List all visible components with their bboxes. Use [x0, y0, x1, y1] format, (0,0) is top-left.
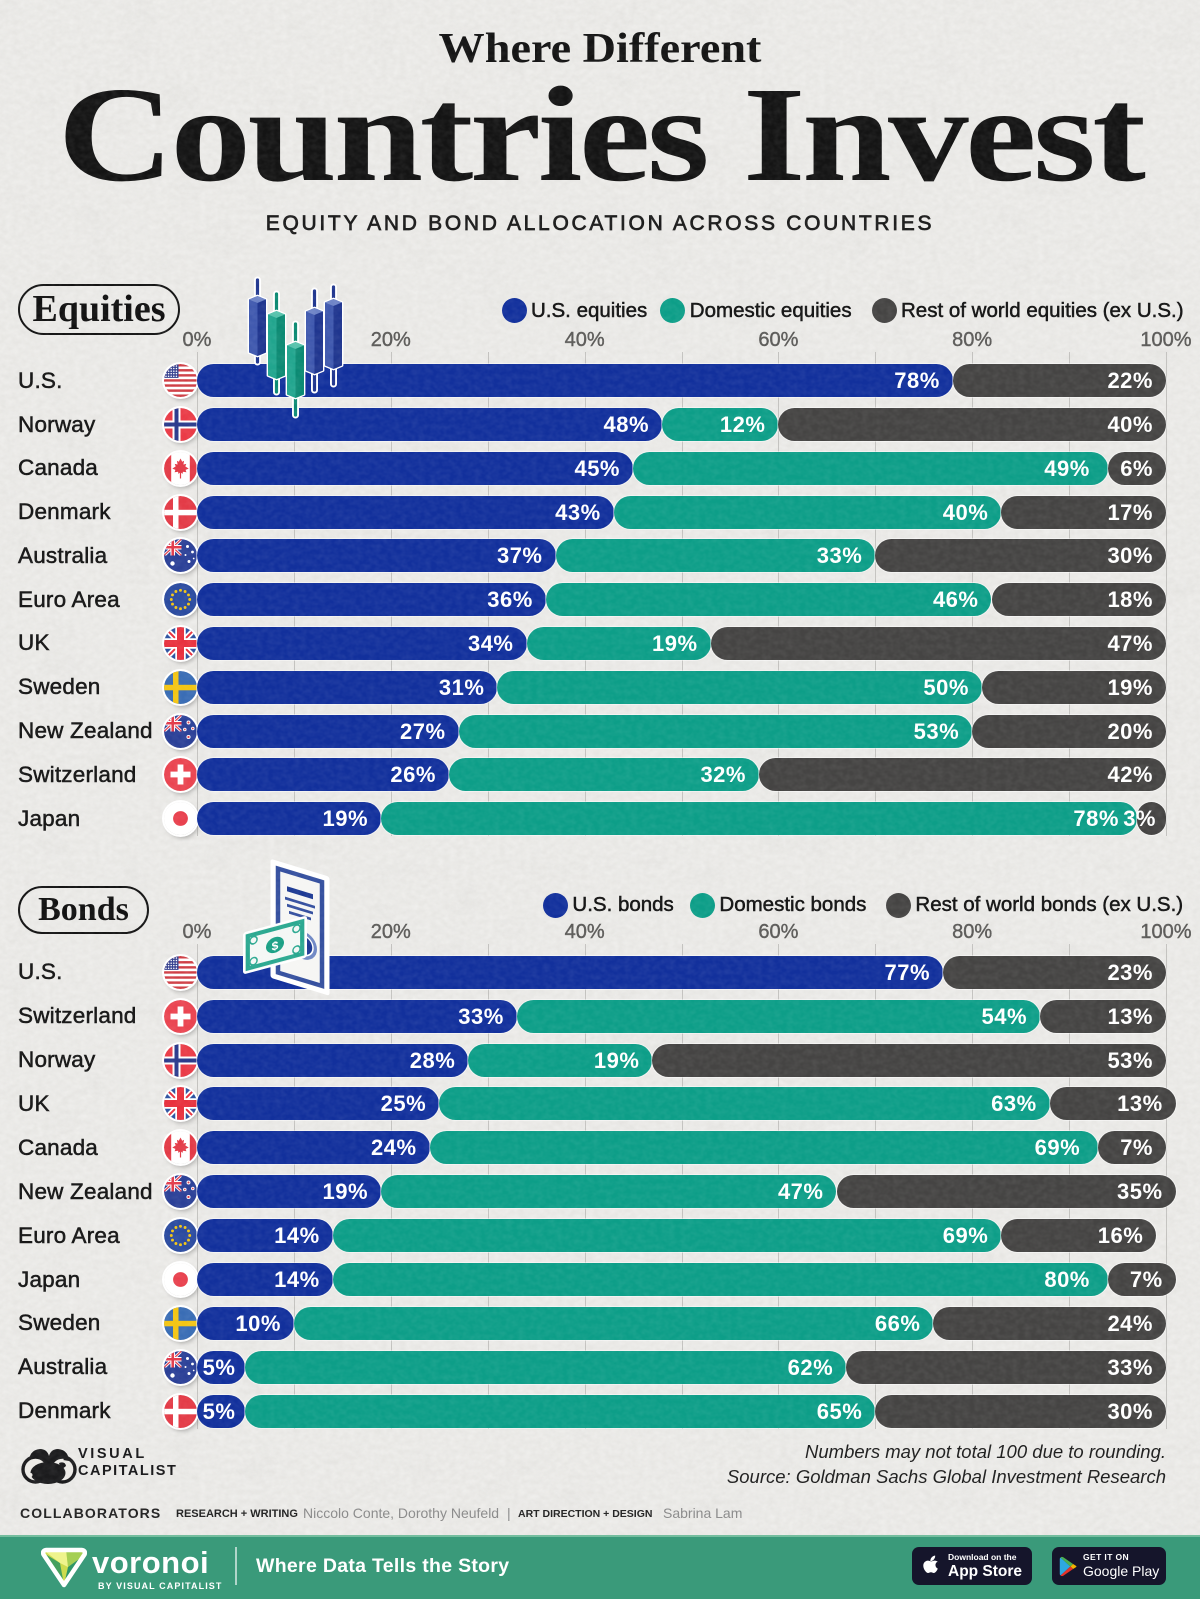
svg-text:$: $ [272, 938, 279, 954]
